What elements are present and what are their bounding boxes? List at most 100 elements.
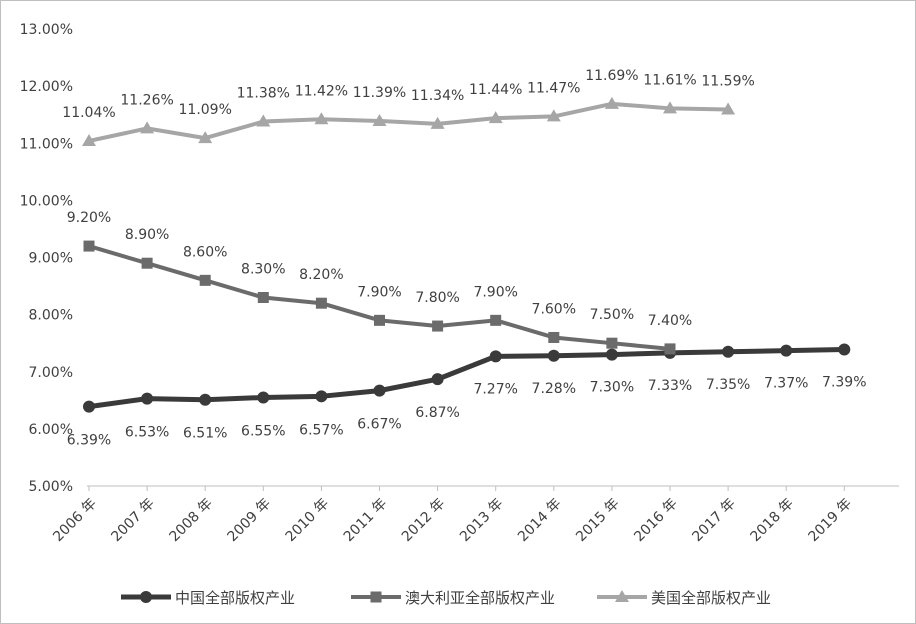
data-label: 6.51%: [183, 426, 227, 442]
data-point: [314, 112, 329, 125]
data-labels: 6.39% 6.53% 6.51% 6.55% 6.57% 6.67% 6.87% 7.27%…: [62, 68, 866, 449]
data-label: 8.90%: [125, 227, 169, 243]
data-point: [430, 116, 445, 129]
data-point: [374, 314, 385, 326]
data-point: [256, 114, 271, 127]
data-label: 7.90%: [473, 284, 517, 300]
data-label: 6.39%: [67, 433, 111, 449]
data-label: 11.59%: [701, 74, 754, 90]
data-label: 7.27%: [473, 381, 517, 397]
data-point: [432, 320, 444, 332]
y-tick-label: 13.00%: [20, 22, 73, 38]
data-label: 8.20%: [299, 267, 343, 283]
data-label: 7.37%: [764, 376, 808, 392]
data-label: 7.30%: [590, 380, 634, 396]
data-label: 7.28%: [532, 381, 576, 397]
data-point: [546, 109, 561, 122]
data-label: 6.57%: [299, 422, 343, 438]
data-label: 11.42%: [295, 83, 348, 99]
data-label: 6.67%: [357, 417, 401, 433]
data-label: 11.44%: [469, 82, 522, 98]
data-point: [489, 350, 502, 363]
x-tick-label: 2007 年: [108, 496, 158, 546]
x-tick-label: 2006 年: [50, 496, 100, 546]
data-label: 11.04%: [62, 105, 115, 121]
x-tick-label: 2017 年: [689, 496, 739, 546]
data-point: [315, 297, 327, 309]
data-label: 7.35%: [706, 377, 750, 393]
data-label: 11.69%: [585, 68, 638, 84]
data-label: 7.60%: [532, 301, 576, 317]
data-label: 6.53%: [125, 425, 169, 441]
data-point: [547, 349, 560, 362]
x-tick-label: 2010 年: [283, 496, 333, 546]
x-tick-label: 2008 年: [166, 496, 216, 546]
x-tick-label: 2016 年: [631, 496, 681, 546]
data-label: 11.47%: [527, 80, 580, 96]
data-point: [315, 390, 328, 403]
series-markers: [82, 96, 851, 413]
data-point: [663, 101, 677, 114]
data-label: 11.61%: [643, 72, 696, 88]
data-label: 7.90%: [357, 284, 401, 300]
x-tick-label: 2013 年: [457, 496, 507, 546]
data-point: [721, 102, 736, 115]
y-tick-label: 12.00%: [20, 79, 73, 95]
y-tick-label: 8.00%: [29, 308, 73, 324]
data-label: 6.55%: [241, 423, 285, 439]
series-line-2: [88, 101, 729, 143]
data-label: 8.30%: [241, 261, 285, 277]
data-point: [83, 240, 95, 252]
y-tick-label: 9.00%: [29, 251, 73, 267]
data-label: 11.26%: [120, 92, 173, 108]
data-point: [780, 344, 793, 357]
data-point: [140, 121, 155, 134]
data-point: [199, 393, 212, 406]
data-point: [606, 337, 618, 349]
data-point: [199, 274, 211, 286]
data-point: [605, 348, 618, 361]
data-point: [141, 392, 154, 405]
data-label: 7.39%: [822, 374, 866, 390]
legend-label: 美国全部版权产业: [651, 589, 771, 607]
y-tick-label: 7.00%: [29, 365, 73, 381]
data-point: [664, 343, 676, 355]
data-point: [490, 314, 502, 326]
data-label: 11.34%: [411, 88, 464, 104]
data-point: [372, 113, 387, 126]
data-point: [198, 131, 213, 144]
data-point: [83, 400, 95, 413]
x-tick-label: 2009 年: [225, 496, 275, 546]
x-tick-label: 2011 年: [341, 496, 391, 546]
data-point: [373, 384, 386, 397]
data-label: 11.09%: [179, 102, 232, 118]
data-label: 8.60%: [183, 244, 227, 260]
x-tick-label: 2019 年: [806, 496, 856, 546]
series-line-0: [88, 346, 845, 410]
data-label: 11.38%: [237, 86, 290, 102]
legend-marker: [140, 591, 152, 603]
y-tick-label: 10.00%: [20, 193, 73, 209]
y-tick-label: 11.00%: [20, 136, 73, 152]
legend-label: 澳大利亚全部版权产业: [405, 589, 555, 607]
x-tick-label: 2018 年: [747, 496, 797, 546]
data-point: [257, 391, 270, 404]
data-point: [488, 111, 503, 124]
legend-label: 中国全部版权产业: [175, 589, 295, 607]
data-label: 11.39%: [353, 85, 406, 101]
data-point: [722, 345, 735, 358]
data-label: 7.80%: [415, 290, 459, 306]
legend: 中国全部版权产业 澳大利亚全部版权产业 美国全部版权产业: [121, 589, 771, 607]
data-label: 7.50%: [590, 307, 634, 323]
data-point: [82, 133, 96, 146]
y-tick-label: 6.00%: [29, 422, 73, 438]
x-tick-label: 2012 年: [399, 496, 449, 546]
data-label: 7.33%: [648, 378, 692, 394]
legend-marker: [615, 590, 629, 602]
data-point: [141, 257, 153, 269]
y-tick-label: 5.00%: [29, 479, 73, 495]
data-label: 9.20%: [67, 210, 111, 226]
data-point: [257, 291, 269, 303]
